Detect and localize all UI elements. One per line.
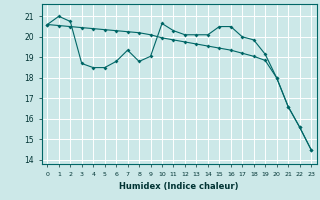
X-axis label: Humidex (Indice chaleur): Humidex (Indice chaleur): [119, 182, 239, 191]
